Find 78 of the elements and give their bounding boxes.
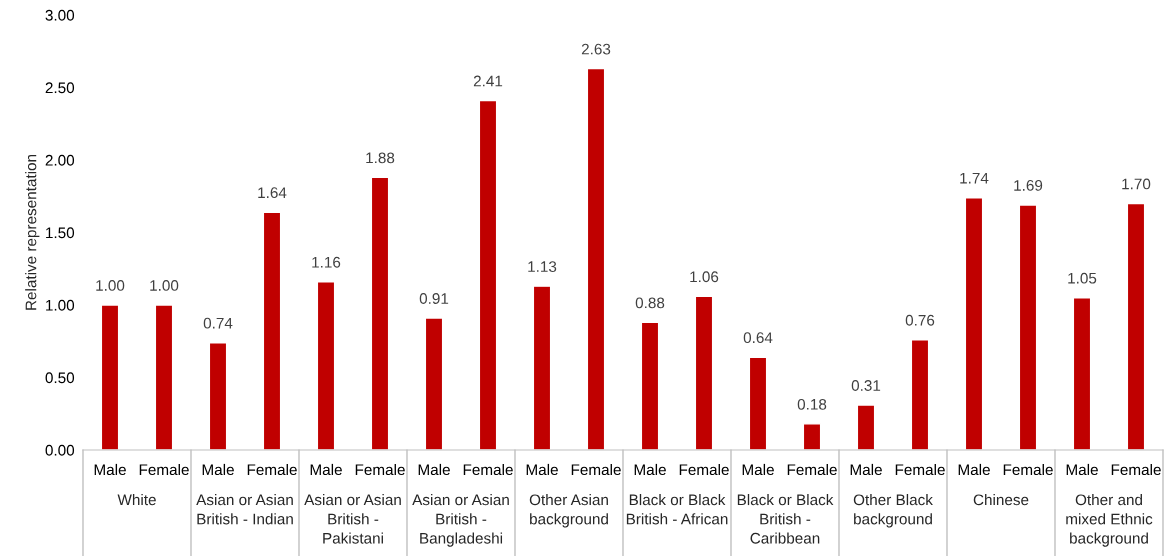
data-label: 1.88	[366, 152, 395, 164]
data-label: 2.63	[581, 43, 611, 55]
x-tick-label: Male	[94, 463, 126, 476]
data-label: 0.91	[419, 293, 449, 304]
data-label: 1.05	[1068, 272, 1097, 284]
text: Other Asian background	[529, 494, 608, 528]
x-tick-label: Female	[1003, 463, 1053, 476]
x-tick-label: Female	[571, 463, 621, 476]
bar	[964, 197, 984, 450]
x-tick-label: Female	[139, 463, 189, 476]
data-label: 1.64	[258, 187, 287, 199]
bar	[208, 342, 228, 450]
bar	[748, 356, 768, 450]
bar	[1018, 204, 1038, 450]
bar	[694, 295, 714, 450]
x-tick-label: Male	[526, 463, 558, 476]
data-label: 1.74	[960, 172, 989, 184]
bar	[316, 281, 336, 450]
bar	[910, 339, 930, 450]
bar	[424, 317, 444, 450]
data-label: 1.70	[1122, 178, 1151, 190]
data-label: 0.76	[905, 314, 935, 326]
data-label: 0.18	[797, 398, 827, 410]
x-tick-label: Female	[247, 463, 297, 476]
bar	[262, 211, 282, 450]
x-tick-label: Male	[742, 463, 774, 476]
x-tick-label: Female	[787, 463, 837, 476]
y-tick-label: 2.00	[45, 154, 75, 166]
bar	[586, 67, 606, 450]
y-tick-label: 2.50	[45, 82, 75, 94]
bar	[802, 423, 822, 450]
bar	[1126, 202, 1146, 450]
bar	[1072, 297, 1092, 450]
y-axis-title: Relative representation	[25, 154, 40, 310]
text: Black or Black British - African	[626, 494, 728, 525]
data-label: 1.16	[312, 256, 341, 268]
text: Black or Black British - Caribbean	[737, 494, 834, 544]
data-label: 1.13	[528, 261, 557, 273]
x-tick-label: Female	[895, 463, 945, 476]
bar	[856, 404, 876, 450]
x-tick-label: Male	[1066, 463, 1098, 476]
data-label: 1.06	[690, 271, 719, 283]
text: Asian or Asian British - Bangladeshi	[412, 494, 509, 547]
x-tick-label: Male	[418, 463, 450, 476]
data-label: 2.41	[473, 75, 503, 87]
bar	[640, 321, 660, 450]
bar	[478, 99, 498, 450]
data-label: 1.00	[150, 280, 179, 291]
x-tick-label: Male	[310, 463, 342, 476]
text: White	[117, 494, 156, 506]
data-label: 1.69	[1014, 180, 1043, 191]
data-label: 0.88	[635, 297, 665, 309]
x-tick-label: Female	[679, 463, 729, 476]
bar	[154, 304, 174, 450]
data-label: 0.74	[203, 317, 233, 329]
data-label: 0.64	[743, 332, 773, 344]
x-tick-label: Male	[850, 463, 882, 476]
data-label: 1.00	[96, 280, 125, 291]
y-tick-label: 3.00	[45, 9, 75, 21]
data-label: 0.31	[851, 380, 881, 391]
text: Asian or Asian British - Indian	[196, 494, 293, 525]
text: Asian or Asian British - Pakistani	[304, 494, 401, 544]
text: Other Black background	[853, 494, 933, 528]
text: Chinese	[973, 494, 1029, 506]
bar	[100, 304, 120, 450]
text: Other and mixed Ethnic background	[1066, 494, 1153, 547]
x-tick-label: Male	[202, 463, 234, 476]
bar	[370, 176, 390, 450]
x-tick-label: Female	[1111, 463, 1161, 476]
bar	[532, 285, 552, 450]
x-tick-label: Female	[463, 463, 513, 476]
y-tick-label: 1.00	[46, 299, 75, 311]
y-tick-label: 0.00	[45, 444, 75, 456]
x-tick-label: Female	[355, 463, 405, 476]
y-tick-label: 0.50	[45, 372, 75, 384]
y-tick-label: 1.50	[46, 227, 75, 239]
x-tick-label: Male	[958, 463, 990, 476]
x-tick-label: Male	[634, 463, 666, 476]
